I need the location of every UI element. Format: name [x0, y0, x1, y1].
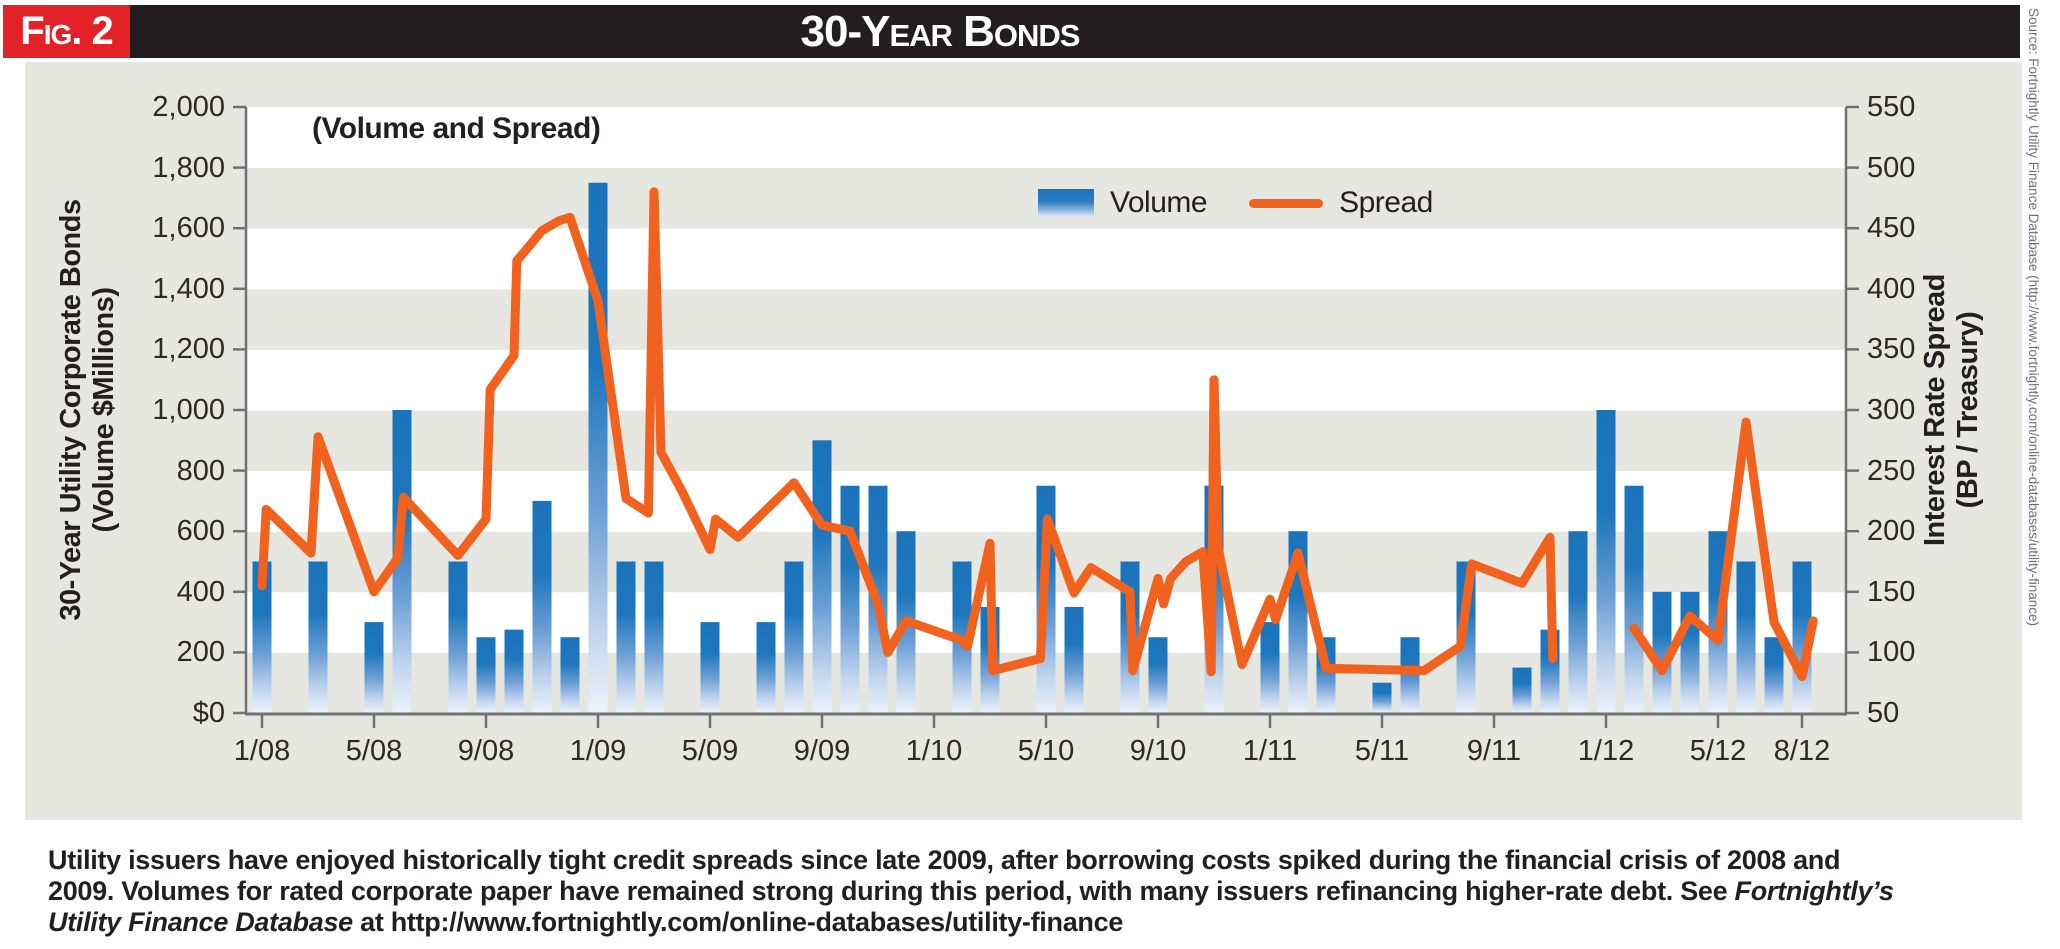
figure-number-badge: Fig. 2 — [3, 5, 130, 58]
y-right-tick-label: 250 — [1867, 454, 1916, 487]
x-tick-label: 1/08 — [233, 735, 291, 767]
y-left-tick-label: 1,800 — [152, 151, 225, 184]
plot-subtitle: (Volume and Spread) — [312, 112, 601, 145]
y-left-tick-label: 1,600 — [152, 212, 225, 245]
y-right-tick-label: 300 — [1867, 394, 1916, 426]
x-tick-label: 5/12 — [1689, 735, 1747, 767]
x-tick-label: 9/09 — [793, 735, 851, 767]
y-left-tick-label: 1,400 — [152, 272, 225, 305]
y-left-tick-label: $0 — [192, 697, 225, 729]
x-tick-label: 9/11 — [1466, 735, 1522, 767]
chart-title: 30-Year Bonds — [130, 5, 2020, 58]
x-tick-label: 1/11 — [1242, 735, 1298, 767]
x-tick-label: 5/10 — [1017, 735, 1075, 767]
y-right-tick-label: 150 — [1867, 575, 1916, 608]
figure-banner: Fig. 2 30-Year Bonds — [3, 5, 2020, 58]
source-note: Source: Fortnightly Utility Finance Data… — [2026, 8, 2041, 627]
y-right-tick-label: 550 — [1867, 91, 1916, 123]
figure-caption: Utility issuers have enjoyed historicall… — [48, 845, 1894, 938]
x-tick-label: 1/09 — [569, 735, 627, 767]
caption-line: 2009. Volumes for rated corporate paper … — [48, 876, 1894, 906]
y-left-tick-label: 1,200 — [152, 333, 225, 366]
x-tick-label: 1/12 — [1577, 735, 1635, 767]
y-left-tick-label: 2,000 — [152, 91, 225, 123]
y-right-tick-label: 450 — [1867, 212, 1916, 245]
y-left-tick-label: 600 — [176, 515, 225, 548]
x-tick-label: 1/10 — [905, 735, 963, 767]
y-left-tick-label: 1,000 — [152, 394, 225, 426]
y-right-tick-label: 200 — [1867, 515, 1916, 548]
x-tick-label: 8/12 — [1773, 735, 1831, 767]
x-tick-label: 9/10 — [1129, 735, 1187, 767]
y-left-tick-label: 400 — [176, 575, 225, 608]
caption-line: Utility Finance Database at http://www.f… — [48, 907, 1124, 937]
chart-panel — [25, 62, 2022, 820]
y-right-tick-label: 50 — [1867, 697, 1900, 729]
y-left-tick-label: 200 — [176, 636, 225, 669]
x-tick-label: 9/08 — [457, 735, 515, 767]
y-right-tick-label: 400 — [1867, 272, 1916, 305]
spread-legend-label: Spread — [1339, 186, 1433, 219]
x-tick-label: 5/09 — [681, 735, 739, 767]
x-tick-label: 5/11 — [1354, 735, 1410, 767]
spread-legend-line — [1249, 198, 1324, 208]
caption-line: Utility issuers have enjoyed historicall… — [48, 845, 1841, 875]
y-right-tick-label: 100 — [1867, 636, 1916, 669]
x-tick-label: 5/08 — [345, 735, 403, 767]
volume-legend-label: Volume — [1110, 186, 1208, 219]
y-left-axis-title: 30-Year Utility Corporate Bonds (Volume … — [55, 199, 120, 621]
y-right-tick-label: 500 — [1867, 151, 1916, 184]
y-left-tick-label: 800 — [176, 454, 225, 487]
legend: Volume Spread — [1038, 186, 1433, 220]
y-right-tick-label: 350 — [1867, 333, 1916, 366]
volume-legend-swatch — [1038, 189, 1094, 217]
